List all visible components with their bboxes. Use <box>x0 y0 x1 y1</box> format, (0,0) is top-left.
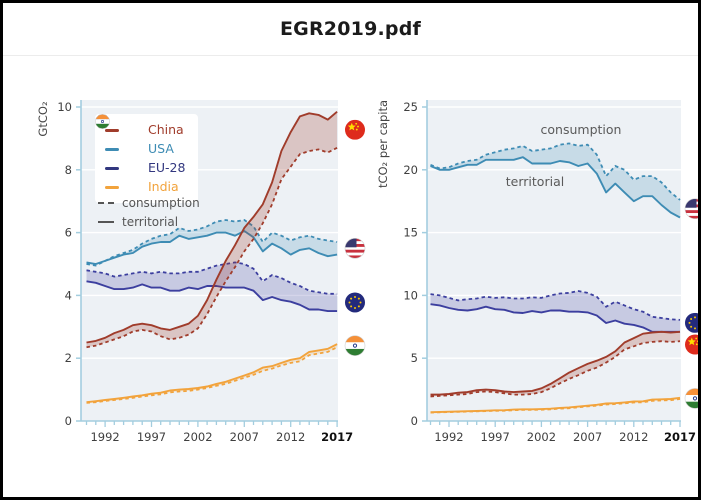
usa-consumption-line <box>430 142 681 201</box>
legend-label-consumption: consumption <box>122 196 200 210</box>
document-title: EGR2019.pdf <box>280 18 421 40</box>
legend-label-india: India <box>148 178 179 194</box>
china-flag-marker <box>685 334 698 355</box>
usa-band <box>430 143 680 218</box>
emissions-charts-canvas: 0 2 4 6 8 10 1992 1997 2002 2007 2012 2017 GtCO₂ 0 5 10… <box>36 100 698 444</box>
legend-item-consumption: consumption <box>98 196 200 210</box>
per-capita-chart: 0 5 10 15 20 25 1992 1997 2002 2007 2012 2017 tCO₂ p… <box>376 100 698 444</box>
line-style-legend: consumption territorial <box>98 196 200 229</box>
eu-line-swatch <box>105 166 119 170</box>
plot-background <box>427 100 681 421</box>
eu-flag-marker <box>345 292 365 313</box>
eu-flag-marker <box>685 312 698 333</box>
china-flag-marker <box>345 119 365 140</box>
y-tick-label: 0 <box>411 414 418 428</box>
china-territorial-line <box>430 330 681 396</box>
legend-item-eu-28: EU-28 <box>95 114 186 176</box>
total-emissions-chart: 0 2 4 6 8 10 1992 1997 2002 2007 2012 2017 GtCO₂ <box>36 100 366 444</box>
usa-line-swatch <box>105 147 119 151</box>
x-tick-label: 2012 <box>276 430 305 444</box>
x-tick-label: 2012 <box>619 430 648 444</box>
y-tick-label: 2 <box>65 351 72 365</box>
territorial-annotation: territorial <box>506 174 564 189</box>
y-tick-label: 10 <box>403 288 418 302</box>
china-band <box>430 331 680 397</box>
x-tick-label: 2017 <box>664 430 696 444</box>
legend-label-china: China <box>148 121 184 137</box>
y-tick-label: 10 <box>57 100 72 114</box>
usa-territorial-line <box>430 156 681 219</box>
y-tick-label: 0 <box>65 414 72 428</box>
usa-flag-marker <box>684 198 698 220</box>
y-tick-label: 15 <box>403 226 418 240</box>
india-territorial-line <box>86 343 338 404</box>
legend-label-usa: USA <box>148 140 174 156</box>
eu-consumption-line <box>86 261 338 295</box>
x-tick-label: 2002 <box>527 430 556 444</box>
usa-flag-marker <box>344 238 366 259</box>
eu-band <box>86 262 338 312</box>
legend-label-territorial: territorial <box>122 215 179 229</box>
legend-item-india: India <box>95 114 185 195</box>
y-tick-label: 20 <box>403 163 418 177</box>
eu-consumption-line <box>430 290 681 321</box>
eu-territorial-line <box>86 280 338 313</box>
x-tick-label: 1992 <box>90 430 119 444</box>
india-line-swatch <box>105 185 119 189</box>
y-tick-label: 8 <box>65 163 72 177</box>
china-consumption-line <box>86 146 338 349</box>
y-tick-label: 5 <box>411 351 418 365</box>
legend-item-china: China <box>95 114 185 138</box>
consumption-annotation: consumption <box>541 122 622 137</box>
eu-flag-icon <box>95 114 141 176</box>
x-tick-label: 2007 <box>573 430 602 444</box>
y-tick-label: 6 <box>65 226 72 240</box>
y-tick-label: 25 <box>403 100 418 114</box>
china-band <box>86 111 338 348</box>
china-consumption-line <box>430 340 681 398</box>
usa-territorial-line <box>86 230 338 265</box>
china-line-swatch <box>105 128 119 132</box>
legend-item-usa: USA <box>95 114 185 157</box>
x-tick-label: 2017 <box>321 430 353 444</box>
china-flag-icon <box>95 114 141 138</box>
india-flag-marker <box>684 388 698 409</box>
x-tick-label: 2002 <box>183 430 212 444</box>
india-flag-marker <box>344 335 366 356</box>
legend-label-eu-28: EU-28 <box>148 159 186 175</box>
india-flag-icon <box>95 114 141 195</box>
x-tick-label: 2007 <box>230 430 259 444</box>
territorial-line-swatch <box>98 221 114 223</box>
usa-consumption-line <box>86 219 338 267</box>
chart-legend: China USA EU-28 India <box>95 114 199 203</box>
eu-territorial-line <box>430 303 680 333</box>
usa-band <box>86 220 338 266</box>
y-tick-label: 4 <box>65 288 72 302</box>
charts-area: 0 2 4 6 8 10 1992 1997 2002 2007 2012 2017 GtCO₂ 0 5 10… <box>3 56 698 497</box>
usa-flag-icon <box>95 114 141 157</box>
china-territorial-line <box>86 110 338 344</box>
eu-band <box>430 291 680 332</box>
y-axis-title: tCO₂ per capita <box>376 100 390 188</box>
legend-item-territorial: territorial <box>98 215 200 229</box>
x-tick-label: 1997 <box>481 430 510 444</box>
y-axis-title: GtCO₂ <box>36 101 50 136</box>
india-territorial-line <box>430 396 681 414</box>
x-tick-label: 1992 <box>434 430 463 444</box>
pdf-title-bar: EGR2019.pdf <box>3 3 698 56</box>
consumption-line-swatch <box>98 202 114 204</box>
india-consumption-line <box>86 346 338 404</box>
x-tick-label: 1997 <box>137 430 166 444</box>
